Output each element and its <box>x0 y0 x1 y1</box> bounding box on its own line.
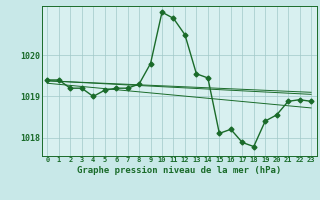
X-axis label: Graphe pression niveau de la mer (hPa): Graphe pression niveau de la mer (hPa) <box>77 166 281 175</box>
